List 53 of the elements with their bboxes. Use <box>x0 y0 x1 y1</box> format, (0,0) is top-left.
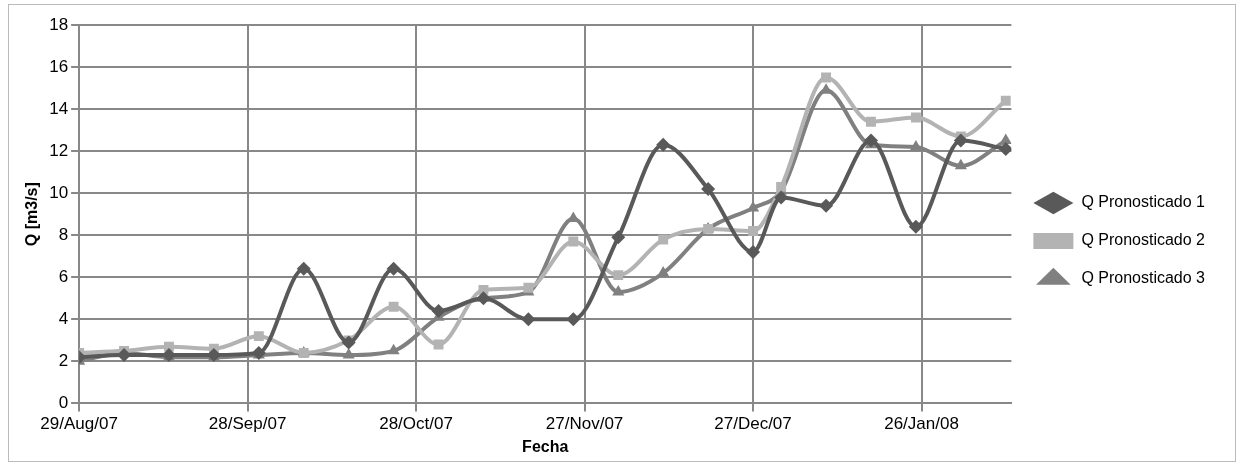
point <box>568 236 579 247</box>
point <box>387 343 400 355</box>
point <box>866 116 876 127</box>
x-tick-label: 28/Oct/07 <box>379 414 453 434</box>
point <box>998 142 1012 157</box>
point <box>656 137 671 152</box>
point <box>386 261 401 276</box>
point <box>774 190 789 205</box>
point <box>611 230 626 245</box>
point <box>341 335 356 350</box>
point <box>613 270 624 281</box>
y-tick-label: 2 <box>58 351 69 371</box>
legend-label: Q Pronosticado 2 <box>1081 231 1206 249</box>
point <box>908 219 923 234</box>
point <box>953 133 968 148</box>
y-tick-label: 14 <box>49 98 69 118</box>
point <box>746 245 761 260</box>
x-axis-title: Fecha <box>522 437 569 455</box>
y-tick-label: 10 <box>49 182 69 202</box>
point <box>612 284 625 296</box>
point <box>296 261 311 276</box>
y-tick-label: 12 <box>49 140 69 160</box>
x-tick-label: 27/Nov/07 <box>545 414 624 434</box>
point <box>819 198 834 213</box>
legend-label: Q Pronosticado 1 <box>1081 193 1206 211</box>
x-tick-label: 26/Jan/08 <box>884 414 959 434</box>
point <box>476 291 491 306</box>
x-tick-label: 29/Aug/07 <box>40 414 118 434</box>
y-tick-label: 4 <box>58 309 69 328</box>
y-tick-label: 6 <box>58 266 69 286</box>
y-tick-label: 16 <box>49 56 69 76</box>
point <box>388 301 399 312</box>
x-tick-label: 28/Sep/07 <box>208 414 287 434</box>
point <box>342 348 355 359</box>
y-tick-label: 8 <box>58 224 69 244</box>
point <box>1000 95 1011 106</box>
point <box>748 226 758 236</box>
point <box>821 72 831 83</box>
point <box>701 181 716 196</box>
point <box>521 312 536 327</box>
point <box>910 112 921 123</box>
y-tick-label: 18 <box>49 14 69 34</box>
point <box>863 133 878 148</box>
y-tick-label: 0 <box>58 393 69 413</box>
point <box>657 266 670 277</box>
y-axis-title: Q [m3/s] <box>23 182 41 247</box>
point <box>566 312 581 327</box>
x-tick-label: 27/Dec/07 <box>714 414 792 434</box>
point <box>253 331 264 342</box>
point <box>431 303 446 318</box>
point <box>658 234 669 245</box>
point <box>954 158 967 170</box>
legend-label: Q Pronosticado 3 <box>1081 269 1206 287</box>
